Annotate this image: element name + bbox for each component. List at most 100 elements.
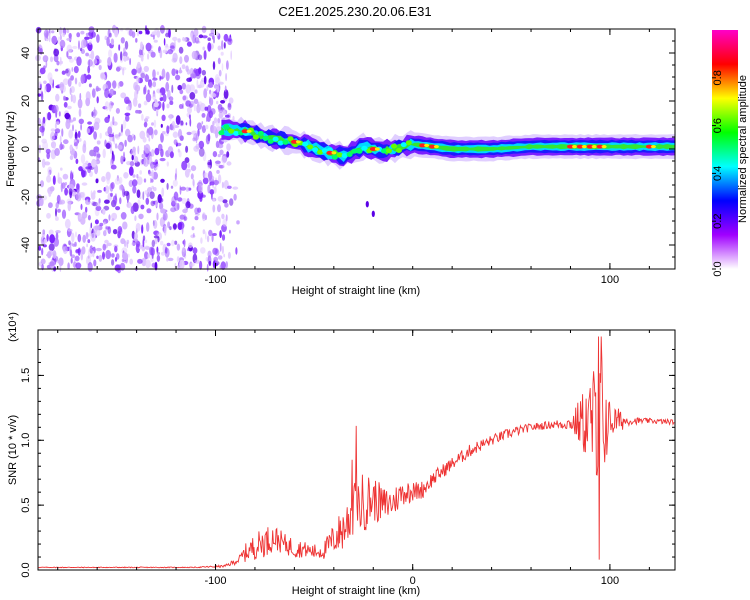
noise-speckle	[52, 250, 57, 259]
noise-speckle	[152, 77, 158, 81]
noise-speckle	[152, 34, 155, 40]
noise-speckle	[96, 151, 100, 161]
noise-speckle	[63, 101, 68, 108]
colorbar-tick-label: 0.8	[712, 70, 724, 85]
noise-speckle	[78, 81, 82, 87]
noise-speckle	[185, 122, 188, 126]
noise-speckle	[194, 212, 200, 216]
noise-speckle	[186, 77, 193, 83]
noise-speckle	[155, 161, 159, 167]
noise-speckle	[145, 93, 152, 103]
noise-speckle	[159, 96, 164, 102]
noise-speckle	[178, 46, 184, 54]
noise-speckle	[192, 247, 198, 255]
noise-speckle	[229, 198, 234, 206]
noise-speckle	[197, 128, 200, 137]
noise-speckle	[151, 149, 155, 157]
noise-speckle	[54, 131, 58, 138]
noise-speckle	[124, 139, 127, 147]
noise-speckle	[92, 201, 98, 207]
noise-speckle	[46, 212, 51, 219]
noise-speckle	[194, 36, 200, 44]
noise-speckle	[227, 103, 232, 108]
spectrogram-ticks: -100 100 -40 -20 0 20 40	[20, 28, 675, 286]
noise-speckle	[185, 145, 189, 153]
noise-speckle	[181, 197, 187, 205]
noise-speckle	[123, 119, 127, 129]
snr-y-axis-title: SNR (10 * v/v)	[7, 415, 19, 485]
spectrogram-panel: -100 100 -40 -20 0 20 40 Height of straight li…	[5, 24, 676, 297]
noise-speckle	[59, 262, 62, 272]
noise-speckle	[184, 253, 187, 259]
noise-speckle	[119, 197, 122, 205]
noise-speckle	[58, 111, 61, 117]
ridge-blob	[400, 142, 407, 148]
noise-speckle	[153, 219, 158, 229]
noise-speckle	[93, 152, 97, 157]
noise-speckle	[217, 143, 224, 149]
ridge-hot-spot	[586, 144, 594, 149]
noise-speckle	[134, 156, 139, 164]
noise-speckle	[199, 260, 203, 270]
noise-speckle	[85, 206, 88, 213]
noise-speckle	[133, 134, 136, 141]
noise-speckle	[159, 92, 162, 98]
noise-speckle	[145, 259, 151, 269]
noise-speckle	[213, 117, 218, 124]
noise-speckle	[85, 32, 90, 37]
noise-speckle	[207, 105, 212, 114]
noise-speckle	[225, 261, 228, 269]
noise-speckle	[190, 32, 193, 41]
noise-speckle	[74, 131, 78, 140]
noise-speckle	[75, 192, 82, 202]
noise-speckle	[68, 129, 74, 139]
noise-speckle	[51, 35, 58, 45]
noise-speckle	[80, 30, 85, 35]
noise-speckle	[109, 32, 112, 38]
noise-speckle	[78, 118, 85, 125]
noise-speckle	[210, 28, 215, 35]
y-tick-label: -20	[20, 189, 32, 205]
noise-speckle	[215, 31, 219, 37]
noise-speckle	[95, 205, 102, 211]
noise-speckle	[136, 75, 140, 84]
noise-speckle	[185, 186, 190, 192]
noise-speckle	[222, 199, 228, 204]
noise-speckle	[60, 56, 62, 66]
noise-speckle	[198, 34, 204, 39]
noise-speckle	[225, 214, 228, 222]
noise-speckle	[138, 49, 143, 56]
noise-speckle	[146, 30, 150, 35]
noise-speckle	[46, 152, 50, 160]
noise-speckle	[82, 143, 87, 154]
noise-speckle	[166, 182, 169, 190]
noise-speckle	[226, 60, 229, 70]
noise-speckle	[188, 114, 191, 119]
noise-speckle	[150, 247, 155, 256]
noise-speckle	[164, 246, 168, 254]
noise-speckle	[230, 50, 232, 60]
noise-speckle	[70, 170, 73, 180]
noise-speckle	[191, 130, 197, 135]
noise-speckle	[66, 37, 72, 41]
noise-speckle	[226, 161, 232, 166]
noise-speckle	[60, 167, 63, 171]
noise-speckle	[103, 74, 107, 81]
noise-speckle	[187, 248, 190, 252]
noise-speckle	[140, 71, 146, 79]
noise-speckle	[42, 141, 49, 151]
noise-speckle	[202, 46, 205, 51]
noise-speckle	[169, 100, 174, 105]
noise-speckle	[205, 231, 207, 240]
noise-speckle	[164, 225, 167, 236]
noise-speckle	[172, 179, 178, 187]
noise-speckle	[201, 125, 206, 134]
noise-speckle	[221, 40, 224, 50]
ridge-blob	[252, 134, 259, 140]
noise-speckle	[162, 212, 168, 221]
noise-speckle	[112, 229, 118, 235]
noise-speckle	[154, 261, 158, 271]
noise-speckle	[181, 103, 184, 110]
noise-speckle	[206, 264, 209, 272]
noise-speckle	[80, 203, 83, 210]
